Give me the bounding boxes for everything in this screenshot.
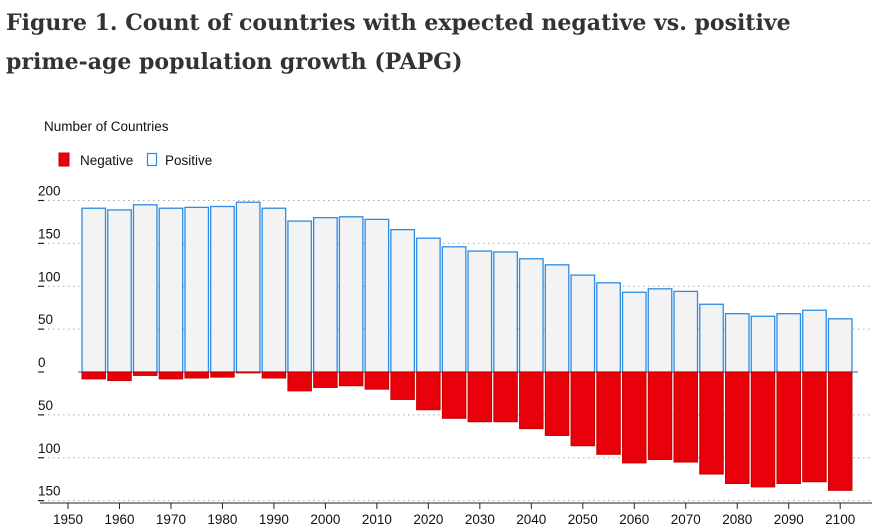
bar-negative-2030 (467, 371, 493, 423)
legend: Negative Positive (58, 152, 212, 168)
bar-positive-2055 (596, 282, 621, 373)
x-tick-label: 2030 (465, 512, 495, 527)
bar-positive-2010 (364, 218, 390, 373)
y-tick-label: 150 (38, 484, 61, 499)
x-tick-label: 1980 (207, 512, 237, 527)
x-tick-label: 2060 (619, 512, 649, 527)
y-tick-label: 100 (38, 441, 61, 456)
bar-positive-2035 (493, 251, 518, 373)
bar-negative-2045 (544, 371, 570, 436)
bar-positive-2045 (544, 264, 570, 373)
bar-positive-2060 (621, 291, 647, 373)
bar-negative-2020 (416, 371, 441, 411)
bar-negative-1990 (261, 371, 287, 379)
x-axis: 1950 1960 1970 1980 1990 2000 2010 2020 2030 2040… (40, 502, 872, 527)
bar-negative-2085 (750, 371, 776, 488)
bar-negative-2050 (570, 371, 596, 447)
bar-positive-1995 (287, 220, 313, 373)
bar-positive-1975 (184, 206, 210, 373)
y-tick-label: 200 (38, 184, 61, 199)
bar-positive-2025 (441, 246, 467, 373)
x-tick-label: 1970 (156, 512, 186, 527)
x-tick-label: 2100 (825, 512, 855, 527)
bar-negative-2070 (673, 371, 699, 463)
bar-negative-2000 (313, 371, 338, 388)
bar-positive-1990 (261, 207, 287, 373)
x-tick-label: 2080 (722, 512, 752, 527)
bar-negative-2060 (622, 371, 647, 464)
x-tick-label: 1960 (104, 512, 134, 527)
bar-negative-1985 (235, 371, 261, 374)
legend-positive-label: Positive (165, 153, 212, 168)
bar-positive-2085 (750, 315, 776, 373)
bar-positive-1970 (158, 207, 184, 373)
bar-negative-2090 (776, 371, 801, 484)
legend-negative-label: Negative (80, 153, 133, 168)
bar-positive-2080 (724, 313, 750, 373)
bar-positive-2000 (312, 216, 338, 373)
y-tick-label: 50 (38, 312, 53, 327)
bar-negative-2065 (647, 371, 673, 460)
bar-negative-1975 (184, 371, 209, 379)
bar-negative-1965 (132, 371, 158, 376)
x-tick-label: 1990 (259, 512, 289, 527)
bar-positive-1955 (81, 207, 107, 373)
bar-negative-2040 (519, 371, 544, 430)
x-tick-label: 2040 (516, 512, 546, 527)
bar-negative-2015 (390, 371, 415, 400)
x-tick-label: 2020 (413, 512, 443, 527)
bar-negative-2055 (596, 371, 621, 455)
bar-negative-1970 (158, 371, 184, 380)
bar-negative-1995 (287, 371, 312, 392)
x-tick-label: 2010 (362, 512, 392, 527)
bar-positive-1965 (132, 204, 158, 373)
figure-title: Figure 1. Count of countries with expect… (6, 10, 791, 75)
bar-positive-2100 (827, 318, 853, 373)
bar-negative-2010 (364, 371, 390, 390)
y-axis: 200 150 100 50 0 50 100 150 (38, 184, 61, 502)
x-tick-label: 2070 (671, 512, 701, 527)
bar-negative-2035 (493, 371, 518, 423)
x-tick-label: 2090 (774, 512, 804, 527)
bar-positive-1960 (107, 209, 132, 373)
y-tick-label: 0 (38, 355, 46, 370)
bar-positive-1980 (210, 205, 235, 373)
bar-positive-1985 (235, 201, 261, 373)
bar-negative-2005 (338, 371, 364, 387)
bar-positive-2005 (338, 216, 364, 373)
bars (81, 201, 853, 491)
x-tick-label: 2000 (310, 512, 340, 527)
y-tick-label: 100 (38, 269, 61, 284)
x-tick-label: 2050 (568, 512, 598, 527)
legend-positive-swatch (146, 152, 158, 167)
y-tick-label: 150 (38, 226, 61, 241)
y-axis-title: Number of Countries (44, 119, 169, 134)
bar-negative-2100 (827, 371, 853, 491)
bar-positive-2050 (570, 274, 596, 373)
bar-negative-1955 (81, 371, 106, 380)
x-tick-label: 1950 (53, 512, 83, 527)
bar-positive-2070 (673, 290, 699, 373)
bar-negative-1980 (210, 371, 235, 378)
bar-positive-2090 (776, 313, 802, 373)
bar-positive-2040 (518, 258, 544, 373)
bar-negative-2075 (699, 371, 724, 475)
bar-negative-2095 (802, 371, 827, 483)
bar-negative-2025 (441, 371, 467, 419)
legend-negative-swatch (58, 152, 70, 167)
bar-positive-2020 (415, 237, 441, 373)
bar-negative-1960 (107, 371, 132, 382)
bar-negative-2080 (724, 371, 750, 484)
bar-positive-2015 (390, 229, 416, 373)
y-tick-label: 50 (38, 398, 53, 413)
bar-positive-2065 (647, 288, 673, 373)
bar-positive-2030 (467, 250, 493, 373)
bar-positive-2095 (802, 309, 827, 373)
bar-positive-2075 (699, 303, 724, 373)
